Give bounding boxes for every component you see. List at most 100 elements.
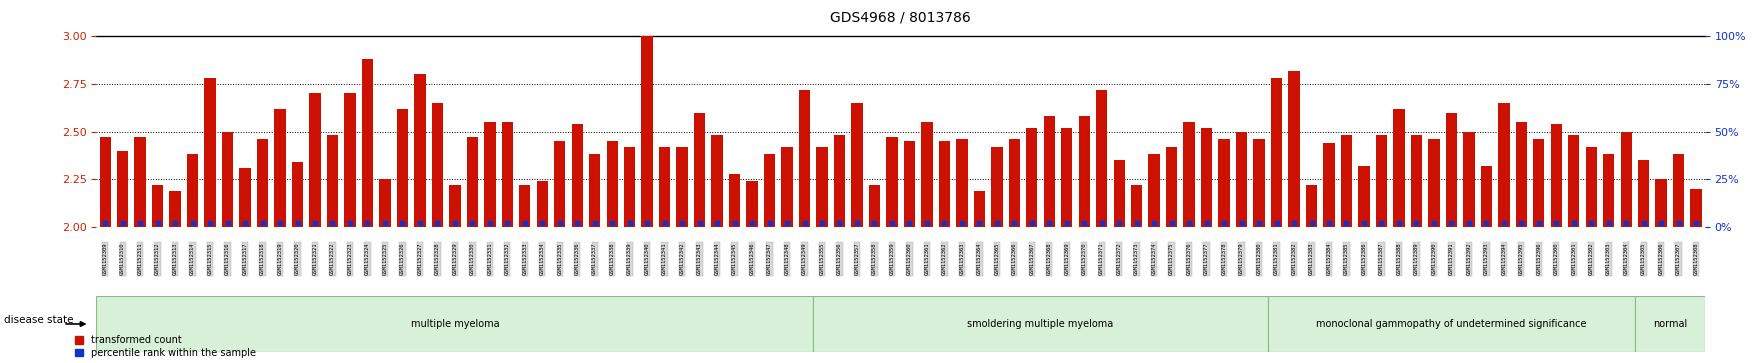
- Text: GSM1152302: GSM1152302: [1589, 242, 1594, 275]
- Text: monoclonal gammopathy of undetermined significance: monoclonal gammopathy of undetermined si…: [1316, 319, 1587, 329]
- Bar: [519, 185, 530, 227]
- Text: GSM1152336: GSM1152336: [575, 242, 581, 275]
- Bar: [170, 191, 181, 227]
- Bar: [379, 179, 391, 227]
- Bar: [1323, 143, 1335, 227]
- Text: GSM1152339: GSM1152339: [628, 242, 631, 275]
- Bar: [96, 296, 814, 352]
- Bar: [765, 155, 775, 227]
- Text: GSM1152324: GSM1152324: [365, 242, 370, 275]
- Text: GSM1152356: GSM1152356: [837, 242, 842, 275]
- Text: GSM1152364: GSM1152364: [977, 242, 982, 275]
- Bar: [1445, 113, 1458, 227]
- Bar: [1586, 147, 1596, 227]
- Text: GSM1152331: GSM1152331: [488, 242, 493, 275]
- Text: GSM1152314: GSM1152314: [189, 242, 195, 275]
- Text: normal: normal: [1652, 319, 1687, 329]
- Bar: [695, 113, 705, 227]
- Text: GSM1152309: GSM1152309: [103, 242, 107, 275]
- Text: GSM1152332: GSM1152332: [505, 242, 510, 275]
- Text: GSM1152347: GSM1152347: [766, 242, 772, 275]
- Text: GSM1152358: GSM1152358: [872, 242, 877, 275]
- Bar: [1340, 135, 1352, 227]
- Bar: [239, 168, 251, 227]
- Bar: [572, 124, 582, 227]
- Text: GSM1152316: GSM1152316: [225, 242, 230, 275]
- Bar: [938, 141, 951, 227]
- Bar: [153, 185, 163, 227]
- Text: GSM1152340: GSM1152340: [645, 242, 649, 275]
- Text: smoldering multiple myeloma: smoldering multiple myeloma: [968, 319, 1114, 329]
- Bar: [1079, 116, 1089, 227]
- Text: GSM1152360: GSM1152360: [907, 242, 912, 275]
- Text: GSM1152343: GSM1152343: [696, 242, 702, 275]
- Text: GSM1152334: GSM1152334: [540, 242, 545, 275]
- Text: GSM1152381: GSM1152381: [1273, 242, 1279, 275]
- Bar: [1044, 116, 1054, 227]
- Bar: [1219, 139, 1230, 227]
- Bar: [1533, 139, 1545, 227]
- Bar: [1673, 155, 1684, 227]
- Text: GSM1152305: GSM1152305: [1642, 242, 1647, 275]
- Bar: [677, 147, 688, 227]
- Bar: [624, 147, 635, 227]
- Text: GSM1152382: GSM1152382: [1291, 242, 1296, 275]
- Bar: [100, 137, 111, 227]
- Text: GSM1152326: GSM1152326: [400, 242, 405, 275]
- Text: GSM1152362: GSM1152362: [942, 242, 947, 275]
- Text: GSM1152333: GSM1152333: [523, 242, 528, 275]
- Bar: [205, 78, 216, 227]
- Bar: [1272, 78, 1282, 227]
- Bar: [1551, 124, 1563, 227]
- Text: GSM1152375: GSM1152375: [1170, 242, 1173, 275]
- Text: GSM1152342: GSM1152342: [679, 242, 684, 275]
- Text: GSM1152387: GSM1152387: [1379, 242, 1384, 275]
- Bar: [1656, 179, 1666, 227]
- Bar: [642, 36, 652, 227]
- Bar: [851, 103, 863, 227]
- Bar: [589, 155, 600, 227]
- Text: GSM1152341: GSM1152341: [663, 242, 667, 275]
- Text: GSM1152380: GSM1152380: [1256, 242, 1261, 275]
- Bar: [188, 155, 198, 227]
- Bar: [537, 181, 547, 227]
- Text: GSM1152379: GSM1152379: [1238, 242, 1244, 275]
- Bar: [868, 185, 881, 227]
- Bar: [1463, 132, 1475, 227]
- Text: GSM1152378: GSM1152378: [1221, 242, 1226, 275]
- Text: GSM1152321: GSM1152321: [312, 242, 317, 275]
- Bar: [1480, 166, 1493, 227]
- Text: GSM1152369: GSM1152369: [1065, 242, 1070, 275]
- Bar: [1635, 296, 1705, 352]
- Text: GSM1152363: GSM1152363: [959, 242, 965, 275]
- Text: GSM1152373: GSM1152373: [1135, 242, 1138, 275]
- Bar: [1166, 147, 1177, 227]
- Bar: [1061, 128, 1072, 227]
- Text: GSM1152367: GSM1152367: [1030, 242, 1035, 275]
- Bar: [814, 296, 1268, 352]
- Text: GSM1152346: GSM1152346: [749, 242, 754, 275]
- Text: GSM1152344: GSM1152344: [714, 242, 719, 275]
- Text: GSM1152359: GSM1152359: [889, 242, 895, 275]
- Bar: [833, 135, 845, 227]
- Bar: [1428, 139, 1440, 227]
- Bar: [1254, 139, 1265, 227]
- Text: GSM1152312: GSM1152312: [154, 242, 160, 275]
- Bar: [291, 162, 303, 227]
- Text: GSM1152393: GSM1152393: [1484, 242, 1489, 275]
- Bar: [554, 141, 565, 227]
- Bar: [973, 191, 986, 227]
- Bar: [484, 122, 496, 227]
- Bar: [1201, 128, 1212, 227]
- Text: GSM1152383: GSM1152383: [1308, 242, 1314, 275]
- Text: GSM1152306: GSM1152306: [1659, 242, 1665, 275]
- Bar: [1114, 160, 1124, 227]
- Bar: [1237, 132, 1247, 227]
- Bar: [361, 59, 374, 227]
- Text: GSM1152308: GSM1152308: [1694, 242, 1698, 275]
- Text: GSM1152318: GSM1152318: [260, 242, 265, 275]
- Text: GSM1152327: GSM1152327: [417, 242, 423, 275]
- Bar: [326, 135, 339, 227]
- Bar: [256, 139, 268, 227]
- Text: GSM1152388: GSM1152388: [1396, 242, 1401, 275]
